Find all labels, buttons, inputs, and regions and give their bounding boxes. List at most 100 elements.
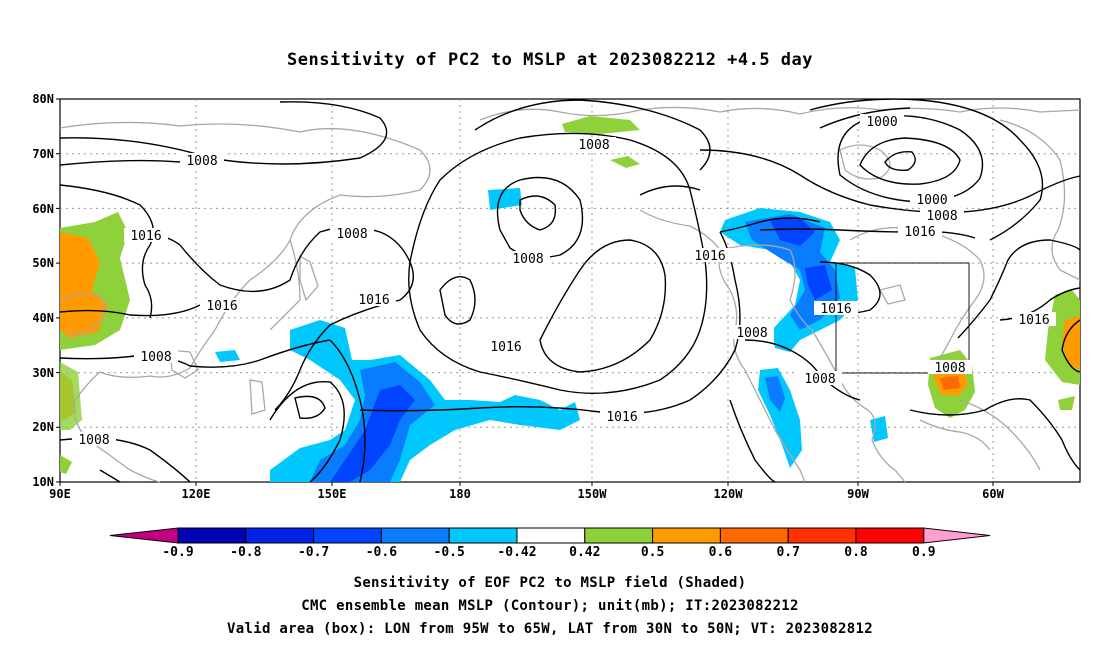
lon-label: 90W: [847, 487, 869, 501]
svg-text:1008: 1008: [512, 252, 543, 267]
lat-label: 10N: [32, 475, 54, 489]
colorbar-box: [855, 527, 925, 544]
svg-text:1016: 1016: [130, 229, 161, 244]
contour-labels: 1008 1016 1008 1016 1016 1008 1016 1008 …: [72, 114, 1056, 448]
colorbar-box: [245, 527, 315, 544]
svg-text:1016: 1016: [206, 299, 237, 314]
svg-text:1008: 1008: [736, 326, 767, 341]
contour-label: 1000: [860, 114, 904, 130]
contour-label: 1008: [730, 325, 774, 341]
shade-negative-wpac-small: [215, 350, 240, 362]
sensitivity-shading: [60, 116, 1080, 482]
lon-label: 180: [449, 487, 471, 501]
colorbar-box: [787, 527, 857, 544]
svg-text:1016: 1016: [820, 302, 851, 317]
contour-label: 1008: [72, 432, 116, 448]
axis-ticks: [56, 98, 994, 486]
colorbar-box: [584, 527, 654, 544]
contour-1016-central: [329, 339, 366, 483]
shade-positive-atlantic-center: [940, 376, 960, 390]
contour-low-wpac: [269, 380, 345, 483]
lat-label: 60N: [32, 202, 54, 216]
lon-label: 150W: [577, 487, 607, 501]
colorbar-label: 0.6: [708, 545, 733, 560]
contour-label: 1016: [600, 409, 644, 425]
lat-label: 20N: [32, 420, 54, 434]
map-title: Sensitivity of PC2 to MSLP at 2023082212…: [286, 50, 813, 70]
svg-text:1008: 1008: [578, 138, 609, 153]
shade-positive-east-small: [1058, 396, 1075, 410]
caption-shaded: Sensitivity of EOF PC2 to MSLP field (Sh…: [353, 575, 747, 591]
shade-negative-namer-core: [770, 218, 815, 246]
shade-positive-arctic-2: [610, 156, 640, 168]
colorbar-label: -0.5: [433, 545, 465, 560]
colorbar-box: [719, 527, 789, 544]
contour-label: 1016: [124, 228, 168, 244]
svg-text:1000: 1000: [916, 193, 947, 208]
shade-positive-asia-south-rim: [60, 362, 82, 430]
lon-label: 120W: [713, 487, 743, 501]
svg-text:1008: 1008: [926, 209, 957, 224]
contour-1016-asia: [129, 226, 414, 411]
colorbar-label: 0.9: [912, 545, 936, 560]
colorbar-arrow-high: [923, 527, 991, 544]
shade-negative-mexico-core: [765, 376, 785, 412]
coastlines: [59, 106, 1081, 483]
shade-positive-small: [60, 455, 72, 474]
contour-label: 1016: [814, 301, 858, 317]
graticule: [60, 99, 1080, 482]
colorbar-label: 0.42: [569, 545, 601, 560]
lat-label: 80N: [32, 92, 54, 106]
colorbar-box: [652, 527, 721, 544]
svg-text:1008: 1008: [140, 350, 171, 365]
svg-text:1016: 1016: [606, 410, 637, 425]
lat-label: 40N: [32, 311, 54, 325]
shade-positive-east-core: [1062, 316, 1080, 370]
colorbar-box: [177, 527, 247, 544]
contour-label: 1016: [352, 292, 396, 308]
shade-negative-wpac-small-2: [488, 188, 522, 210]
svg-text:1008: 1008: [804, 372, 835, 387]
contour-label: 1008: [572, 137, 616, 153]
colorbar-box: [448, 527, 518, 544]
lat-label: 30N: [32, 366, 54, 380]
shade-negative-wpac-core: [330, 385, 415, 482]
contour-label: 1008: [180, 153, 224, 169]
lon-label: 60W: [982, 487, 1004, 501]
svg-text:1016: 1016: [1018, 313, 1049, 328]
lon-label: 120E: [181, 487, 211, 501]
colorbar-label: -0.6: [365, 545, 398, 560]
contour-label: 1016: [1012, 312, 1056, 328]
svg-text:1016: 1016: [490, 340, 521, 355]
lat-label: 70N: [32, 147, 54, 161]
contour-label: 1008: [506, 251, 550, 267]
colorbar-box: [313, 527, 382, 544]
contour-label: 1008: [920, 208, 964, 224]
svg-text:1008: 1008: [78, 433, 109, 448]
colorbar-label: -0.7: [297, 545, 330, 560]
colorbar: [109, 527, 991, 544]
colorbar-box: [380, 527, 450, 544]
contour-label: 1008: [330, 226, 374, 242]
lat-label: 50N: [32, 256, 54, 270]
contour-high-atlantic: [1061, 319, 1081, 373]
colorbar-label: -0.9: [162, 545, 194, 560]
colorbar-label: 0.5: [640, 545, 665, 560]
contour-label: 1008: [928, 360, 972, 376]
lon-label: 90E: [49, 487, 71, 501]
contour-label: 1016: [898, 224, 942, 240]
contour-label: 1016: [688, 248, 732, 264]
valid-area-box: [835, 262, 970, 374]
contour-1008-north: [59, 101, 388, 165]
shade-negative-namer-core-2: [805, 265, 832, 300]
svg-text:1016: 1016: [358, 293, 389, 308]
colorbar-label: 0.8: [844, 545, 868, 560]
contour-1008-high: [408, 132, 708, 395]
caption-valid-area: Valid area (box): LON from 95W to 65W, L…: [227, 621, 873, 637]
colorbar-label: -0.8: [230, 545, 262, 560]
contour-label: 1016: [484, 339, 528, 355]
contour-label: 1008: [798, 371, 842, 387]
svg-text:1016: 1016: [904, 225, 935, 240]
shade-positive-arctic: [562, 116, 640, 134]
